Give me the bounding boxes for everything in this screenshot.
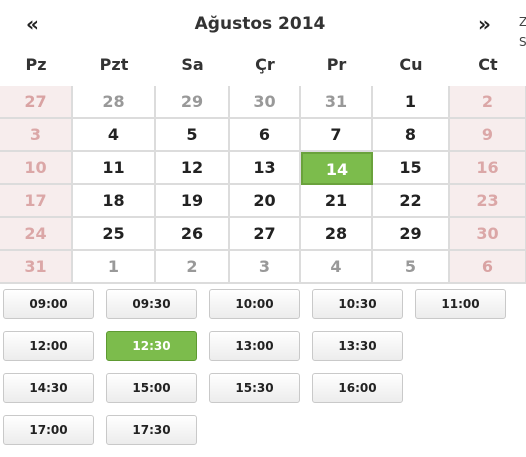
calendar-day-cell[interactable]: 27 bbox=[230, 218, 301, 251]
weekday-label: Sa bbox=[156, 52, 229, 82]
time-slot-button[interactable]: 11:00 bbox=[415, 289, 506, 319]
time-slot-button[interactable]: 12:30 bbox=[106, 331, 197, 361]
time-slot-button[interactable]: 13:00 bbox=[209, 331, 300, 361]
calendar-day-cell[interactable]: 12 bbox=[156, 152, 230, 185]
time-slot-button[interactable]: 14:30 bbox=[3, 373, 94, 403]
time-slot-button[interactable]: 17:00 bbox=[3, 415, 94, 445]
calendar-day-cell[interactable]: 31 bbox=[0, 251, 73, 284]
side-panel-snippet: Z S bbox=[519, 12, 526, 52]
time-slot-button[interactable]: 13:30 bbox=[312, 331, 403, 361]
calendar-day-cell[interactable]: 3 bbox=[230, 251, 301, 284]
weekday-label: Pr bbox=[301, 52, 372, 82]
time-slot-button[interactable]: 09:30 bbox=[106, 289, 197, 319]
calendar-day-cell[interactable]: 5 bbox=[373, 251, 450, 284]
calendar-day-cell[interactable]: 4 bbox=[301, 251, 373, 284]
calendar-day-cell[interactable]: 9 bbox=[450, 119, 526, 152]
calendar-day-cell[interactable]: 2 bbox=[156, 251, 230, 284]
time-slot-button[interactable]: 15:00 bbox=[106, 373, 197, 403]
calendar-day-cell[interactable]: 19 bbox=[156, 185, 230, 218]
calendar-day-cell[interactable]: 29 bbox=[156, 86, 230, 119]
calendar-day-cell[interactable]: 25 bbox=[73, 218, 156, 251]
calendar-day-cell[interactable]: 20 bbox=[230, 185, 301, 218]
prev-month-button[interactable]: « bbox=[26, 12, 39, 36]
calendar-day-cell[interactable]: 28 bbox=[301, 218, 373, 251]
side-text-1: Z bbox=[519, 12, 526, 32]
time-slot-button[interactable]: 12:00 bbox=[3, 331, 94, 361]
time-slot-button[interactable]: 17:30 bbox=[106, 415, 197, 445]
calendar-day-cell[interactable]: 27 bbox=[0, 86, 73, 119]
calendar-grid: 27 28 29 30 31 1 2 3 4 5 6 7 8 9 10 11 12 13 14 15 16 17 18 19 2… bbox=[0, 86, 526, 283]
time-slot-button[interactable]: 16:00 bbox=[312, 373, 403, 403]
time-slot-button[interactable]: 10:00 bbox=[209, 289, 300, 319]
calendar-day-cell[interactable]: 13 bbox=[230, 152, 301, 185]
time-slot-button[interactable]: 10:30 bbox=[312, 289, 403, 319]
calendar-day-cell[interactable]: 4 bbox=[73, 119, 156, 152]
calendar-day-cell[interactable]: 10 bbox=[0, 152, 73, 185]
calendar-day-cell[interactable]: 2 bbox=[450, 86, 526, 119]
weekday-label: Ct bbox=[450, 52, 526, 82]
calendar-day-cell[interactable]: 29 bbox=[373, 218, 450, 251]
calendar-day-cell[interactable]: 22 bbox=[373, 185, 450, 218]
calendar-day-cell[interactable]: 21 bbox=[301, 185, 373, 218]
calendar-day-cell[interactable]: 26 bbox=[156, 218, 230, 251]
time-slot-list: 09:00 09:30 10:00 10:30 11:00 12:00 12:30 13:00… bbox=[0, 289, 526, 457]
calendar-day-cell[interactable]: 5 bbox=[156, 119, 230, 152]
calendar-day-cell[interactable]: 8 bbox=[373, 119, 450, 152]
time-slot-button[interactable]: 15:30 bbox=[209, 373, 300, 403]
calendar-day-cell[interactable]: 16 bbox=[450, 152, 526, 185]
calendar-day-cell[interactable]: 6 bbox=[230, 119, 301, 152]
calendar-day-cell[interactable]: 15 bbox=[373, 152, 450, 185]
calendar-day-cell[interactable]: 3 bbox=[0, 119, 73, 152]
weekday-label: Pz bbox=[0, 52, 72, 82]
calendar-day-cell[interactable]: 28 bbox=[73, 86, 156, 119]
month-title: Ağustos 2014 bbox=[150, 14, 370, 34]
calendar-day-cell[interactable]: 30 bbox=[230, 86, 301, 119]
calendar-day-cell[interactable]: 17 bbox=[0, 185, 73, 218]
weekday-label: Çr bbox=[230, 52, 300, 82]
calendar-day-cell[interactable]: 14 bbox=[301, 152, 373, 185]
calendar-day-cell[interactable]: 30 bbox=[450, 218, 526, 251]
side-text-2: S bbox=[519, 32, 526, 52]
calendar-day-cell[interactable]: 1 bbox=[373, 86, 450, 119]
calendar-header: « Ağustos 2014 » Z S bbox=[0, 0, 526, 50]
calendar-day-cell[interactable]: 23 bbox=[450, 185, 526, 218]
next-month-button[interactable]: » bbox=[478, 12, 491, 36]
weekday-header-row: Pz Pzt Sa Çr Pr Cu Ct bbox=[0, 52, 526, 82]
time-slot-button[interactable]: 09:00 bbox=[3, 289, 94, 319]
weekday-label: Pzt bbox=[73, 52, 155, 82]
calendar-day-cell[interactable]: 11 bbox=[73, 152, 156, 185]
weekday-label: Cu bbox=[373, 52, 449, 82]
calendar-day-cell[interactable]: 24 bbox=[0, 218, 73, 251]
calendar-day-cell[interactable]: 6 bbox=[450, 251, 526, 284]
calendar-day-cell[interactable]: 1 bbox=[73, 251, 156, 284]
calendar-day-cell[interactable]: 18 bbox=[73, 185, 156, 218]
calendar-day-cell[interactable]: 7 bbox=[301, 119, 373, 152]
calendar-day-cell[interactable]: 31 bbox=[301, 86, 373, 119]
